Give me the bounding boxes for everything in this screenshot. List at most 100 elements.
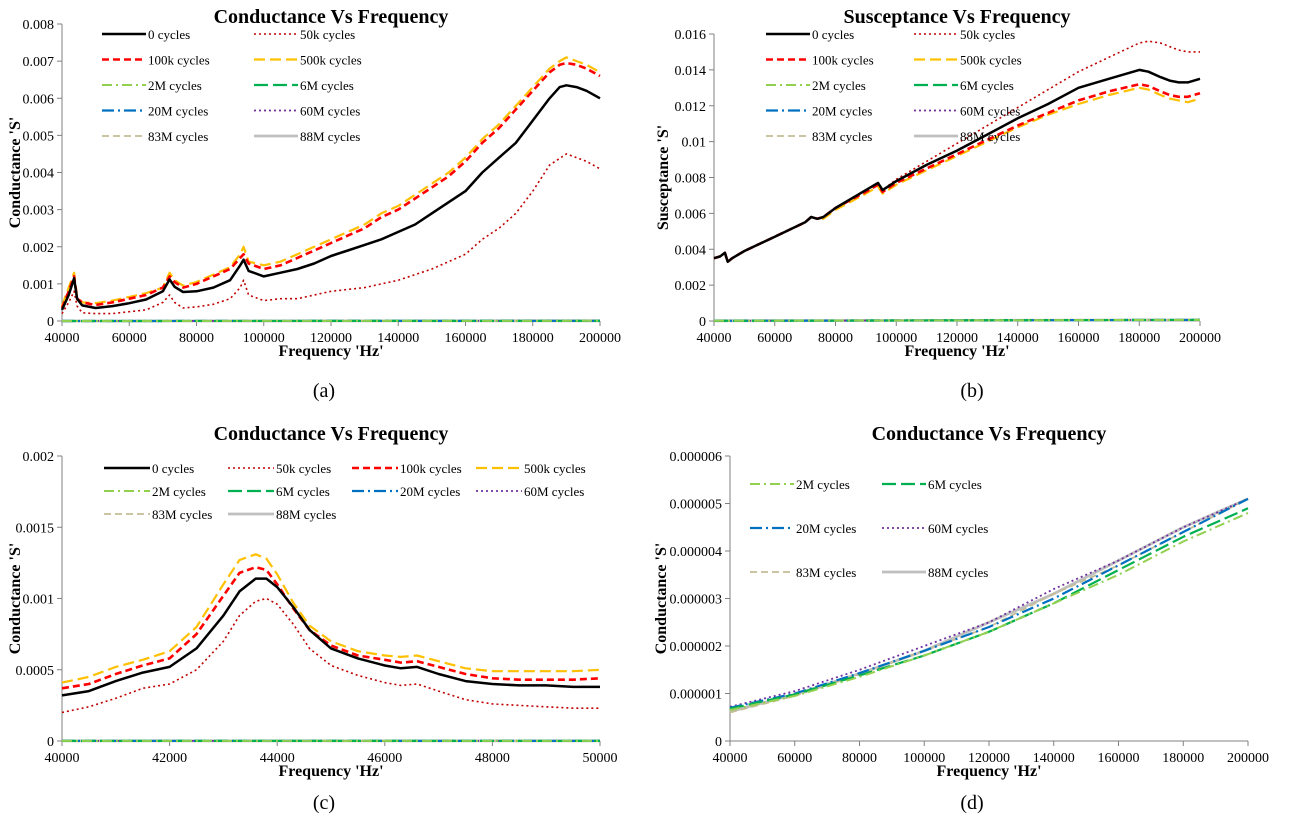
- series-line-100k-cycles: [61, 565, 601, 690]
- chart-title: Conductance Vs Frequency: [872, 423, 1107, 445]
- series-line-6m-cycles: [729, 507, 1249, 710]
- y-tick-label: 0: [715, 735, 722, 750]
- legend-label: 0 cycles: [152, 461, 194, 476]
- y-tick-label: 0.002: [23, 450, 55, 465]
- x-tick-label: 44000: [260, 751, 295, 766]
- legend-label: 2M cycles: [812, 78, 866, 93]
- legend-label: 83M cycles: [152, 507, 212, 522]
- y-tick-label: 0.000003: [670, 593, 723, 608]
- x-tick-label: 100000: [243, 331, 285, 346]
- y-tick-label: 0.006: [23, 92, 55, 107]
- sublabel-d: (d): [960, 792, 984, 814]
- legend-label: 88M cycles: [928, 565, 988, 580]
- y-tick-label: 0.000001: [670, 688, 723, 703]
- x-axis-label: Frequency 'Hz': [936, 763, 1041, 780]
- series-line-100k-cycles: [713, 82, 1201, 264]
- x-tick-label: 160000: [445, 331, 487, 346]
- legend-label: 88M cycles: [960, 129, 1020, 144]
- legend-label: 6M cycles: [300, 78, 354, 93]
- x-tick-label: 120000: [936, 331, 978, 346]
- x-tick-label: 180000: [1118, 331, 1160, 346]
- legend-label: 0 cycles: [812, 27, 854, 42]
- x-tick-label: 200000: [1227, 751, 1269, 766]
- series-line-0-cycles: [61, 577, 600, 697]
- y-axis-label: Conductance 'S': [653, 543, 670, 655]
- panel-a: Conductance Vs Frequency 0 0.001 0.002 0.003…: [0, 0, 648, 414]
- legend-label: 0 cycles: [148, 27, 190, 42]
- chart-a: Conductance Vs Frequency 0 0.001 0.002 0.003…: [7, 6, 621, 360]
- y-tick-label: 0.006: [675, 207, 707, 222]
- y-tick-label: 0.000002: [670, 640, 723, 655]
- x-tick-label: 40000: [45, 331, 80, 346]
- panel-b: Susceptance Vs Frequency 0 0.002 0.004 0.006…: [648, 0, 1296, 414]
- panel-c: Conductance Vs Frequency 0 0.0005 0.001 0.00…: [0, 414, 648, 828]
- series-line-500k-cycles: [61, 553, 601, 684]
- x-tick-label: 60000: [757, 331, 792, 346]
- x-tick-label: 120000: [968, 751, 1010, 766]
- legend: 0 cycles 50k cycles 100k cycles 500k cycles…: [104, 461, 586, 522]
- y-tick-label: 0.008: [675, 172, 707, 187]
- series-line-100k-cycles: [60, 61, 601, 309]
- legend-label: 83M cycles: [796, 565, 856, 580]
- chart-title: Conductance Vs Frequency: [214, 6, 449, 28]
- y-tick-label: 0.008: [23, 18, 55, 33]
- x-tick-label: 80000: [179, 331, 214, 346]
- x-tick-label: 140000: [1033, 751, 1075, 766]
- series-line-50k-cycles: [61, 597, 600, 714]
- legend-label: 500k cycles: [524, 461, 586, 476]
- y-tick-label: 0.0005: [16, 664, 55, 679]
- series-line-0-cycles: [60, 84, 601, 311]
- x-tick-label: 60000: [777, 751, 812, 766]
- legend-label: 500k cycles: [960, 53, 1022, 68]
- x-tick-label: 160000: [1058, 331, 1100, 346]
- legend-label: 50k cycles: [276, 461, 331, 476]
- y-tick-label: 0.0015: [16, 521, 55, 536]
- y-tick-label: 0.000004: [670, 545, 723, 560]
- legend-label: 2M cycles: [148, 78, 202, 93]
- y-tick-label: 0.001: [23, 593, 55, 608]
- y-axis-label: Conductance 'S': [7, 117, 24, 229]
- legend-label: 60M cycles: [960, 104, 1020, 119]
- x-axis-label: Frequency 'Hz': [278, 763, 383, 780]
- y-tick-label: 0.002: [675, 279, 707, 294]
- legend-label: 6M cycles: [960, 78, 1014, 93]
- y-axis-label: Susceptance 'S': [655, 125, 672, 230]
- legend-label: 20M cycles: [400, 484, 460, 499]
- y-tick-label: 0: [47, 735, 54, 750]
- legend-label: 20M cycles: [796, 521, 856, 536]
- legend-label: 83M cycles: [812, 129, 872, 144]
- chart-title: Conductance Vs Frequency: [214, 423, 449, 445]
- y-axis-label: Conductance 'S': [7, 543, 24, 655]
- legend-label: 20M cycles: [148, 104, 208, 119]
- legend-label: 88M cycles: [300, 129, 360, 144]
- legend: 0 cycles 50k cycles 100k cycles 500k cycles…: [766, 27, 1022, 144]
- y-tick-label: 0.004: [23, 167, 55, 182]
- y-tick-label: 0.012: [675, 100, 707, 115]
- x-tick-label: 200000: [579, 331, 621, 346]
- y-tick-label: 0.003: [23, 204, 55, 219]
- x-tick-label: 140000: [377, 331, 419, 346]
- chart-d: Conductance Vs Frequency 0 0.000001 0.00000…: [653, 423, 1269, 780]
- y-tick-label: 0.005: [23, 129, 55, 144]
- legend-label: 50k cycles: [960, 27, 1015, 42]
- sublabel-b: (b): [960, 380, 984, 402]
- series-line-20m-cycles: [729, 497, 1249, 709]
- legend: 0 cycles 50k cycles 100k cycles 500k cycles…: [102, 27, 362, 144]
- sublabel-a: (a): [312, 380, 336, 402]
- x-tick-label: 46000: [367, 751, 402, 766]
- legend-label: 100k cycles: [812, 53, 874, 68]
- y-tick-label: 0: [47, 315, 54, 330]
- x-tick-label: 48000: [475, 751, 510, 766]
- x-tick-label: 80000: [842, 751, 877, 766]
- y-tick-label: 0.000006: [670, 450, 723, 465]
- series-line-500k-cycles: [60, 56, 601, 307]
- series-group: [729, 497, 1249, 714]
- legend-label: 2M cycles: [152, 484, 206, 499]
- x-axis-label: Frequency 'Hz': [278, 343, 383, 360]
- y-tick-label: 0.014: [675, 64, 707, 79]
- sublabel-c: (c): [312, 792, 336, 814]
- legend-label: 100k cycles: [400, 461, 462, 476]
- x-tick-label: 80000: [818, 331, 853, 346]
- y-tick-label: 0.007: [23, 55, 55, 70]
